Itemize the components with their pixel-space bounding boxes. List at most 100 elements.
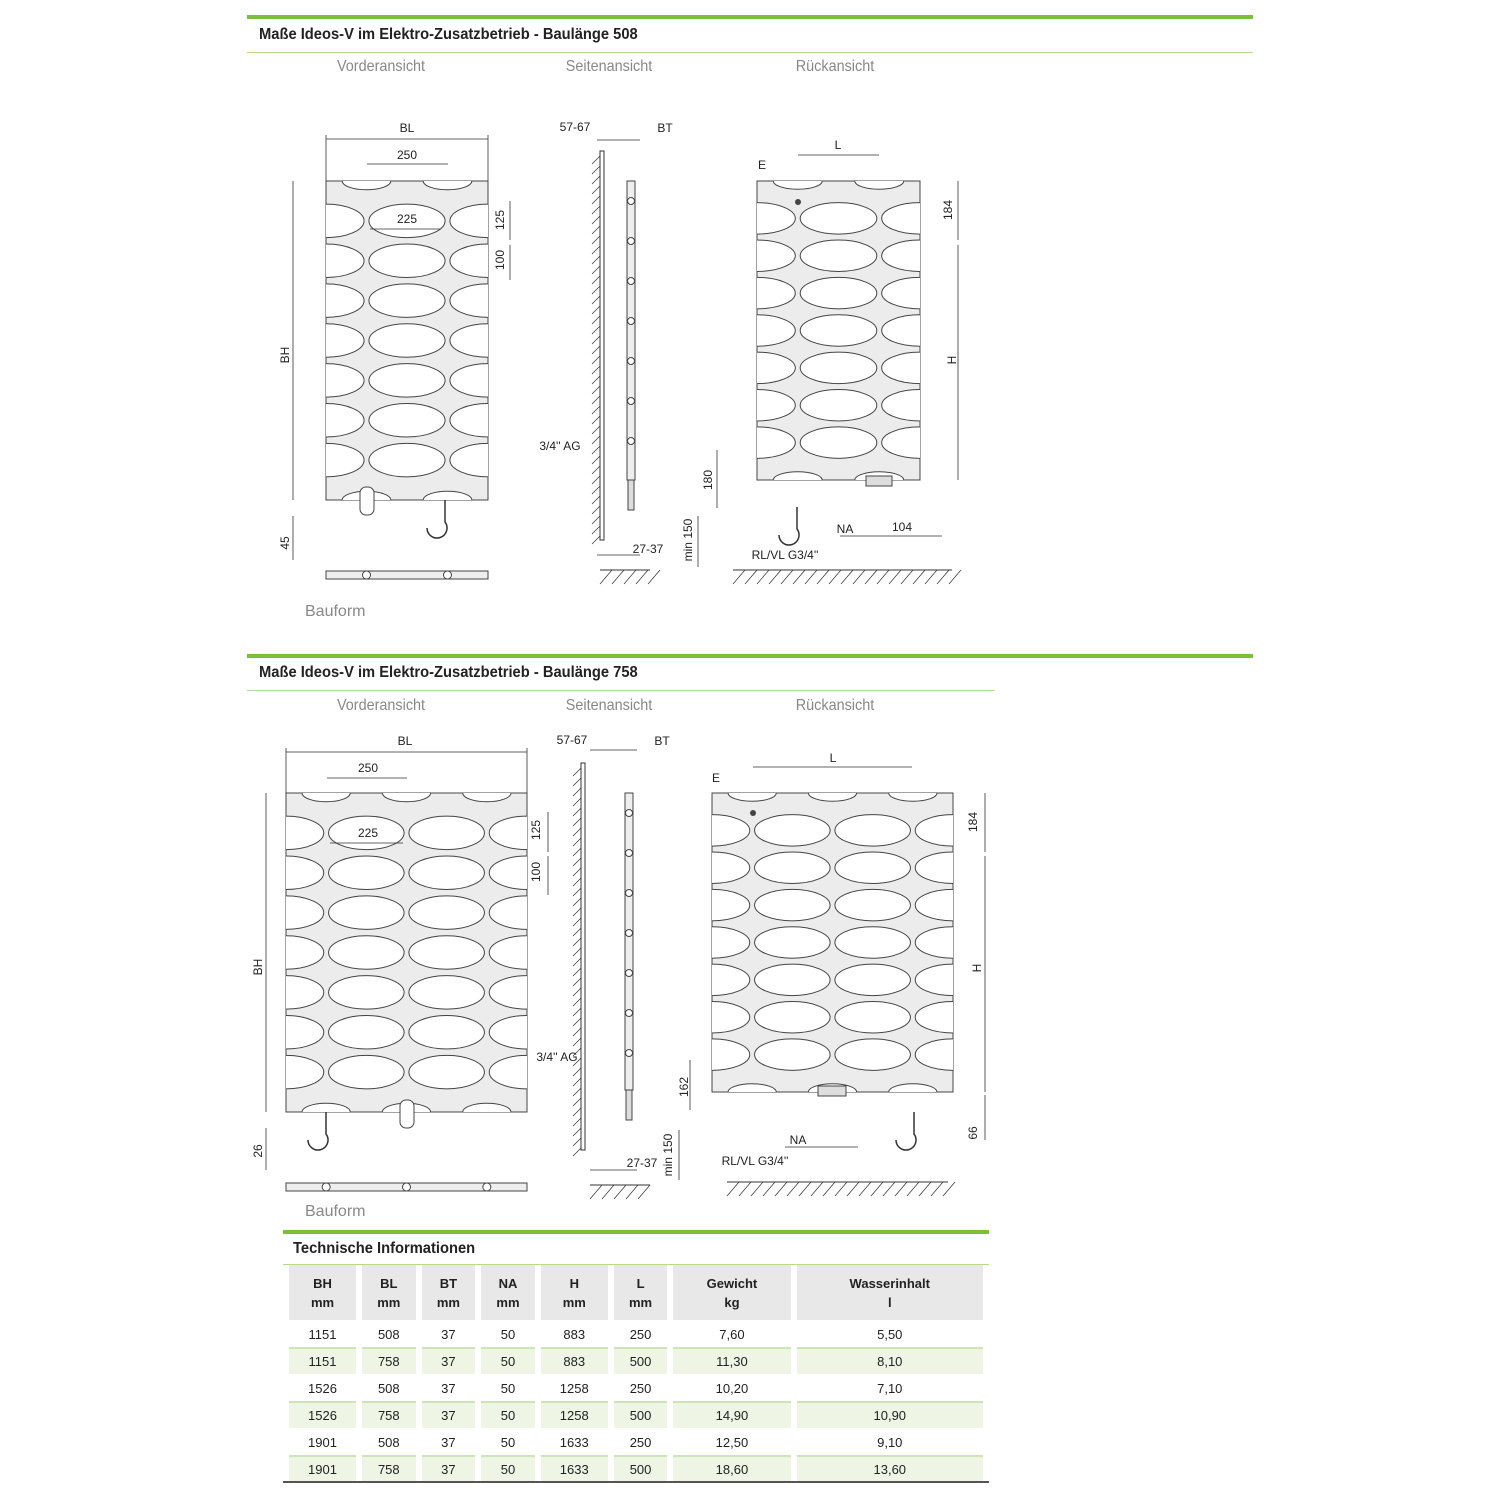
dim-bt: BT (654, 734, 670, 748)
table-cell: 1151 (289, 1320, 357, 1347)
oval-opening (488, 815, 527, 851)
dim-conn: RL/VL G3/4'' (721, 1154, 789, 1168)
oval-opening (368, 442, 446, 478)
oval-opening (449, 323, 488, 358)
back-view-radiator (711, 792, 954, 1093)
column-header: BL mm (362, 1265, 416, 1320)
header-text: BL (380, 1275, 398, 1291)
oval-opening (326, 403, 365, 438)
oval-opening (799, 314, 878, 347)
table-cell: 1633 (540, 1455, 608, 1482)
back-view-radiator (756, 180, 921, 481)
dim-low: 180 (701, 469, 715, 491)
header-text: mm (562, 1294, 586, 1310)
table-row: 1526 758 37 50 1258 500 14,90 10,90 (289, 1401, 983, 1428)
table-cell: 250 (613, 1374, 668, 1401)
oval-opening (488, 1015, 527, 1050)
dim-wall: 57-67 (559, 120, 591, 134)
oval-opening (834, 926, 911, 959)
column-header: Gewicht kg (673, 1265, 791, 1320)
oval-opening (754, 814, 831, 847)
column-header: BH mm (289, 1265, 357, 1320)
header-text: l (887, 1294, 892, 1310)
towel-hook (778, 507, 800, 546)
oval-opening (328, 855, 405, 890)
header-text: BH (313, 1275, 332, 1291)
title-underline (283, 1264, 989, 1265)
oval-opening (914, 814, 953, 847)
table-cell: 37 (421, 1347, 476, 1374)
table-cell: 1258 (540, 1374, 608, 1401)
table-cell: 1901 (289, 1455, 357, 1482)
bauform-profile (285, 1182, 528, 1192)
dim-104: 104 (891, 520, 913, 534)
table-cell: 1258 (540, 1401, 608, 1428)
column-header: Wasserinhalt l (796, 1265, 983, 1320)
dim-bottom-back: 66 (966, 1126, 980, 1140)
table-cell: 250 (613, 1428, 668, 1455)
view-label-front: Vorderansicht (336, 697, 426, 714)
section-divider (247, 15, 1253, 19)
towel-hook (307, 1112, 329, 1151)
oval-opening (368, 283, 446, 318)
header-text: kg (724, 1294, 740, 1310)
dim-connector: 3/4'' AG (539, 439, 581, 453)
floor-hatch (589, 1184, 651, 1200)
front-view-radiator (325, 180, 489, 501)
header-text: Wasserinhalt (849, 1275, 930, 1291)
table-cell: 500 (613, 1455, 668, 1482)
oval-opening (712, 963, 751, 997)
oval-opening (799, 202, 878, 235)
oval-opening (799, 351, 878, 385)
oval-opening (914, 851, 953, 884)
floor-hatch (732, 569, 962, 585)
oval-opening (449, 243, 488, 278)
valve-connector (865, 475, 893, 487)
table-cell: 50 (481, 1401, 535, 1428)
table-cell: 5,50 (796, 1320, 983, 1347)
table-cell: 9,10 (796, 1428, 983, 1455)
oval-opening (914, 1038, 953, 1071)
table-cell: 50 (481, 1428, 535, 1455)
table-title: Technische Informationen (293, 1240, 476, 1257)
oval-opening (328, 895, 405, 930)
oval-opening (757, 426, 796, 459)
header-text: mm (436, 1294, 460, 1310)
towel-hook (895, 1112, 917, 1151)
table-cell: 50 (481, 1320, 535, 1347)
table-cell: 500 (613, 1347, 668, 1374)
oval-opening (488, 855, 527, 890)
dim-225: 225 (357, 826, 379, 840)
oval-opening (757, 389, 796, 422)
oval-opening (408, 855, 485, 890)
oval-opening (757, 239, 796, 272)
oval-opening (326, 283, 365, 318)
dim-bh: BH (251, 958, 265, 976)
towel-hook (426, 500, 448, 539)
oval-opening (286, 895, 325, 930)
oval-opening (799, 426, 878, 459)
oval-opening (368, 243, 446, 278)
table-bottom-rule (283, 1481, 989, 1483)
table-cell: 14,90 (673, 1401, 791, 1428)
dim-wall: 57-67 (556, 733, 588, 747)
table-cell: 758 (362, 1401, 416, 1428)
oval-opening (712, 1038, 751, 1071)
section-title: Maße Ideos-V im Elektro-Zusatzbetrieb - … (259, 26, 638, 43)
oval-opening (286, 1054, 325, 1090)
table-cell: 883 (540, 1320, 608, 1347)
bauform-profile (325, 570, 489, 580)
table-row: 1151 508 37 50 883 250 7,60 5,50 (289, 1320, 983, 1347)
oval-opening (757, 351, 796, 385)
dim-125: 125 (493, 209, 507, 231)
oval-opening (914, 1001, 953, 1034)
dim-250: 250 (396, 148, 418, 162)
table-cell: 8,10 (796, 1347, 983, 1374)
oval-opening (449, 363, 488, 398)
table-cell: 10,20 (673, 1374, 791, 1401)
dim-100: 100 (529, 861, 543, 883)
oval-opening (712, 1001, 751, 1034)
table-divider (283, 1230, 989, 1234)
oval-opening (834, 1038, 911, 1071)
